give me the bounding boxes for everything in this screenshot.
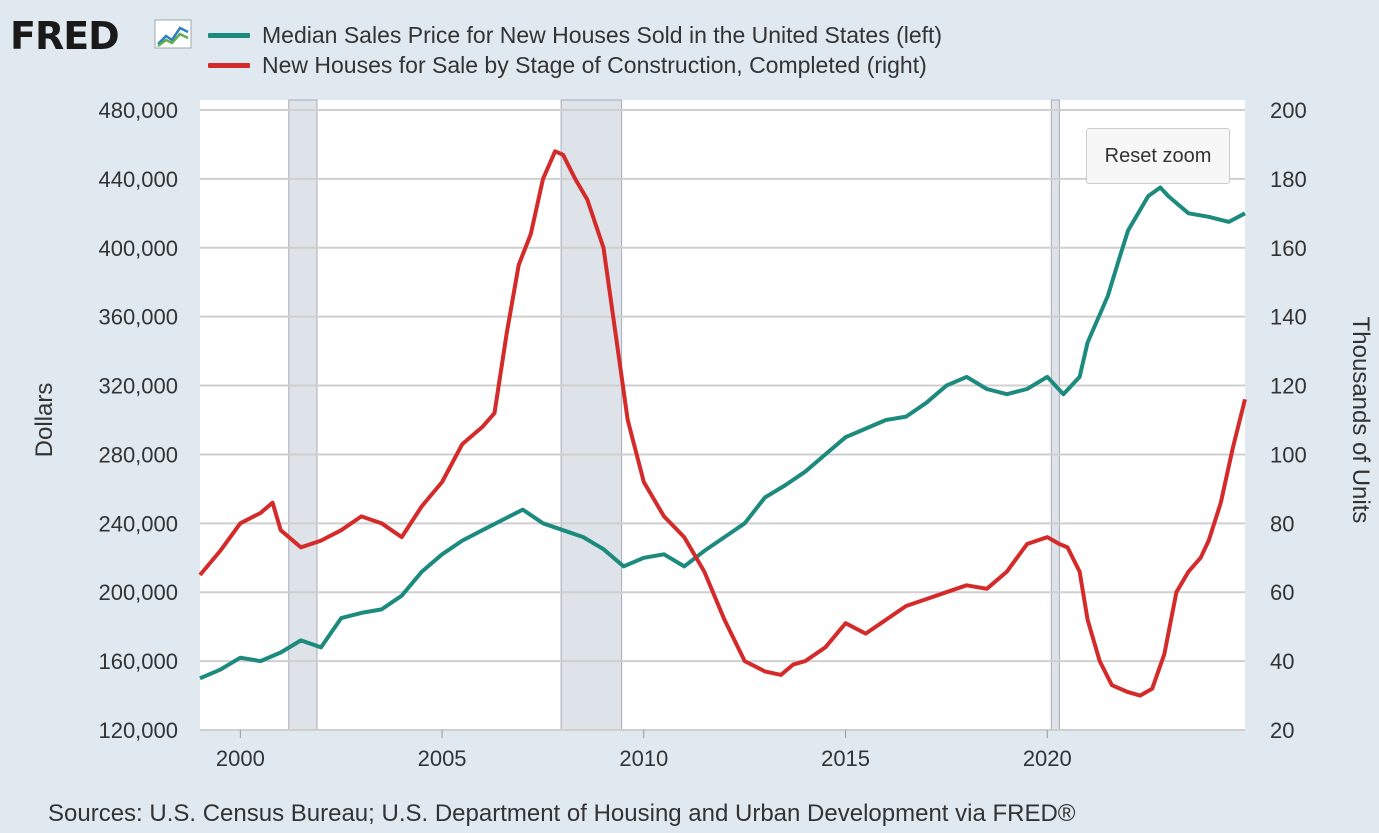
y-left-tick-label: 240,000 [98, 511, 178, 536]
y-right-tick-label: 40 [1270, 649, 1294, 674]
legend-swatch [208, 33, 250, 38]
legend-item-median-price[interactable]: Median Sales Price for New Houses Sold i… [208, 22, 942, 49]
legend-label: Median Sales Price for New Houses Sold i… [262, 22, 943, 48]
y-left-tick-label: 280,000 [98, 442, 178, 467]
x-tick-label: 2015 [821, 746, 870, 771]
reset-zoom-button[interactable]: Reset zoom [1086, 128, 1230, 184]
recession-band [1050, 99, 1060, 731]
y-right-tick-label: 20 [1270, 718, 1294, 743]
series-line-left[interactable] [199, 185, 1246, 681]
y-right-tick-label: 180 [1270, 167, 1307, 192]
source-note: Sources: U.S. Census Bureau; U.S. Depart… [48, 800, 1076, 827]
y-left-tick-label: 120,000 [98, 718, 178, 743]
x-tick-label: 2010 [619, 746, 668, 771]
y-right-tick-label: 160 [1270, 236, 1307, 261]
y-left-tick-label: 400,000 [98, 236, 178, 261]
series-line-right[interactable] [198, 149, 1247, 698]
y-left-tick-label: 360,000 [98, 305, 178, 330]
x-tick-label: 2000 [216, 746, 265, 771]
fred-logo: FRED [10, 14, 120, 58]
legend-item-completed-houses[interactable]: New Houses for Sale by Stage of Construc… [208, 52, 927, 79]
legend-label: New Houses for Sale by Stage of Construc… [262, 52, 927, 78]
recession-band [288, 99, 318, 731]
y-right-tick-label: 80 [1270, 511, 1294, 536]
y-axis-label-right: Thousands of Units [1347, 317, 1374, 524]
recession-band [560, 99, 623, 731]
x-tick-label: 2005 [418, 746, 467, 771]
y-right-tick-label: 60 [1270, 580, 1294, 605]
y-left-tick-label: 320,000 [98, 374, 178, 399]
y-right-tick-label: 100 [1270, 442, 1307, 467]
y-left-tick-label: 440,000 [98, 167, 178, 192]
fred-chart-logo-icon [154, 19, 192, 49]
y-left-tick-label: 200,000 [98, 580, 178, 605]
chart: 2000 2005 2010 2015 2020 120,000 160,000 200,0… [31, 98, 1374, 771]
y-left-tick-label: 480,000 [98, 98, 178, 123]
x-tick-label: 2020 [1023, 746, 1072, 771]
y-left-tick-label: 160,000 [98, 649, 178, 674]
y-right-tick-label: 140 [1270, 305, 1307, 330]
y-right-tick-label: 200 [1270, 98, 1307, 123]
y-right-tick-label: 120 [1270, 374, 1307, 399]
plot-area [200, 100, 1245, 730]
legend-swatch [208, 63, 250, 68]
y-axis-label-left: Dollars [31, 383, 58, 458]
